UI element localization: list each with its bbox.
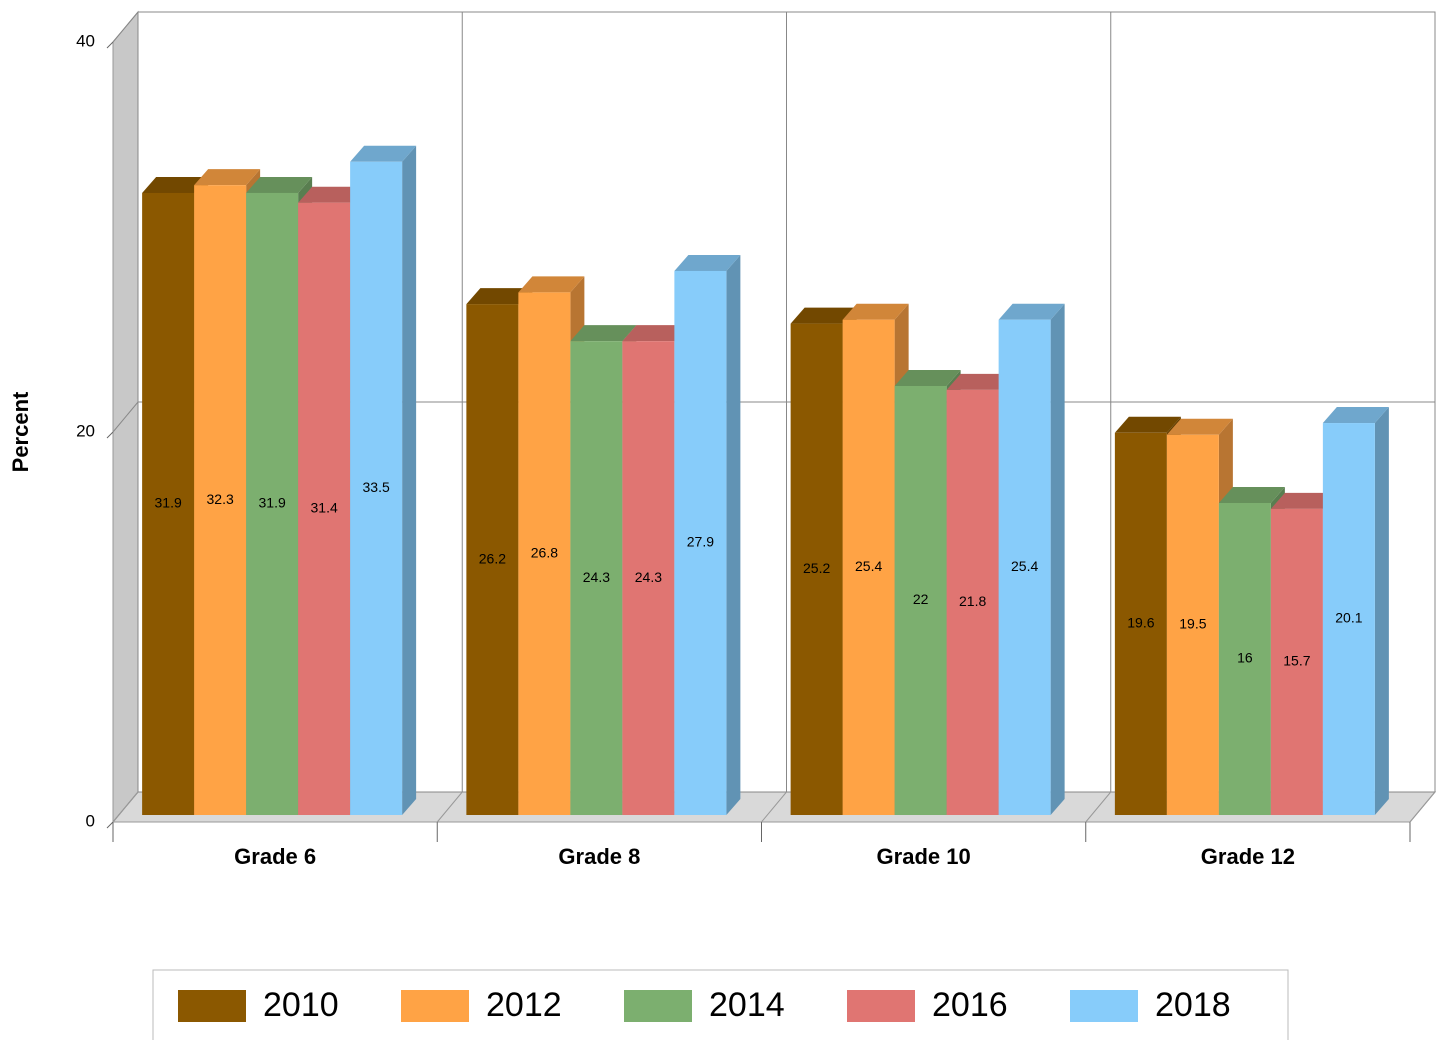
value-label: 16: [1237, 650, 1253, 666]
bar-side: [1374, 407, 1389, 815]
value-label: 24.3: [635, 569, 662, 585]
bar-top: [998, 303, 1065, 320]
bar: [518, 292, 571, 815]
y-tick-label: 20: [76, 421, 95, 440]
bar: [1114, 432, 1167, 815]
bar: [998, 319, 1051, 815]
x-tick-label: Grade 6: [234, 844, 316, 869]
legend-swatch: [178, 990, 246, 1022]
floor-divider: [1085, 791, 1112, 823]
floor-divider: [112, 791, 139, 823]
bar-top: [1218, 487, 1285, 503]
x-tick-label: Grade 10: [877, 844, 971, 869]
bar-top: [622, 325, 689, 342]
bar: [842, 319, 895, 815]
bar: [674, 270, 727, 815]
bar: [946, 389, 999, 815]
bar-top: [1166, 418, 1233, 435]
bar-top: [298, 186, 365, 203]
value-label: 19.6: [1127, 615, 1154, 631]
legend-label: 2016: [932, 986, 1008, 1024]
bar-top: [790, 307, 857, 324]
bar: [1270, 508, 1323, 815]
value-label: 31.9: [155, 495, 182, 511]
bar: [1166, 434, 1219, 815]
value-label: 25.4: [855, 558, 882, 574]
bar: [298, 202, 351, 815]
bar: [1322, 423, 1375, 815]
value-label: 15.7: [1283, 653, 1310, 669]
value-label: 33.5: [363, 479, 390, 495]
floor-divider: [1409, 791, 1436, 823]
value-label: 19.5: [1179, 616, 1206, 632]
bar-side: [726, 254, 741, 815]
bar-top: [194, 169, 261, 186]
bar-side: [1050, 303, 1065, 815]
bar: [894, 386, 947, 815]
bar: [1218, 503, 1271, 815]
value-label: 20.1: [1335, 610, 1362, 626]
y-tick-label: 0: [86, 811, 95, 830]
y-tick: [106, 41, 114, 49]
bar: [790, 323, 843, 815]
bar-top: [946, 373, 1013, 390]
bar: [622, 341, 675, 815]
legend-label: 2014: [709, 986, 785, 1024]
bar: [350, 161, 403, 815]
grid-line: [112, 11, 1435, 43]
value-label: 21.8: [959, 593, 986, 609]
legend-label: 2018: [1155, 986, 1231, 1024]
bar-top: [1270, 492, 1337, 509]
value-label: 32.3: [207, 491, 234, 507]
value-label: 26.2: [479, 550, 506, 566]
floor-divider: [436, 791, 463, 823]
bar-top: [570, 325, 637, 342]
bar-top: [142, 176, 209, 193]
value-label: 22: [913, 591, 929, 607]
bar-top: [894, 370, 961, 386]
value-label: 25.4: [1011, 558, 1038, 574]
legend-swatch: [624, 990, 692, 1022]
legend-label: 2010: [263, 986, 339, 1024]
bar: [570, 341, 623, 815]
bar-top: [1322, 407, 1389, 424]
floor-divider: [761, 791, 787, 823]
y-axis-label: Percent: [8, 391, 33, 472]
y-tick-label: 40: [76, 31, 95, 50]
bar-top: [466, 288, 533, 305]
bar-top: [1114, 416, 1181, 433]
legend-swatch: [1070, 990, 1138, 1022]
bar: [142, 192, 195, 815]
legend-swatch: [847, 990, 915, 1022]
y-tick: [106, 821, 114, 829]
value-label: 31.4: [311, 500, 338, 516]
bar-side: [402, 145, 417, 815]
value-label: 25.2: [803, 560, 830, 576]
bar-top: [246, 176, 313, 193]
x-tick-label: Grade 8: [558, 844, 640, 869]
value-label: 31.9: [259, 495, 286, 511]
bar-top: [674, 254, 741, 271]
bar-top: [842, 303, 909, 320]
value-label: 24.3: [583, 569, 610, 585]
bar-top: [350, 145, 417, 162]
y-tick: [106, 431, 114, 439]
bar: [246, 192, 299, 815]
x-tick-label: Grade 12: [1201, 844, 1295, 869]
value-label: 26.8: [531, 544, 558, 560]
legend-swatch: [401, 990, 469, 1022]
value-label: 27.9: [687, 534, 714, 550]
bar: [194, 185, 247, 815]
bar-top: [518, 276, 585, 293]
legend-label: 2012: [486, 986, 562, 1024]
bar: [466, 304, 519, 815]
